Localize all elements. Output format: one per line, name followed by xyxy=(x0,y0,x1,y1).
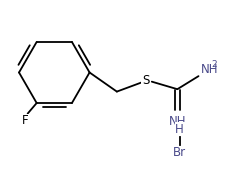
Text: 2: 2 xyxy=(212,60,217,69)
Text: F: F xyxy=(22,114,29,127)
Text: Br: Br xyxy=(173,146,186,159)
Text: NH: NH xyxy=(169,115,186,128)
Text: S: S xyxy=(143,74,150,87)
Text: H: H xyxy=(175,123,184,136)
Text: NH: NH xyxy=(201,63,219,76)
